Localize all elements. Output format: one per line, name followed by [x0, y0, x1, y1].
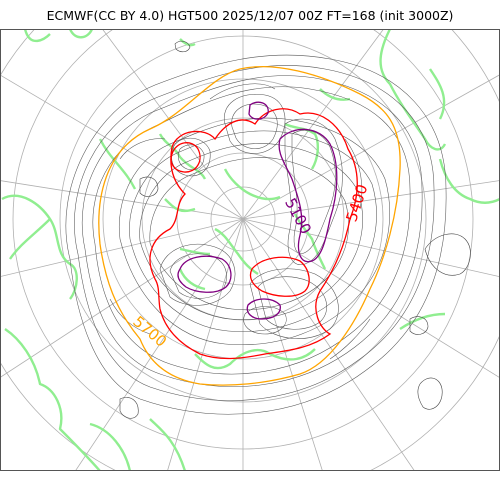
contour-5400: [149, 108, 358, 360]
contour-5400-lobe: [249, 256, 310, 297]
map-title: ECMWF(CC BY 4.0) HGT500 2025/12/07 00Z F…: [46, 8, 454, 23]
polar-stereographic-map: 5100 5400 5700: [0, 29, 500, 471]
contour-5400-inner: [170, 142, 201, 173]
contour-5100-d: [246, 298, 281, 320]
contour-label-5700: 5700: [129, 312, 170, 350]
contour-label-5400: 5400: [342, 182, 371, 224]
map-frame: 5100 5400 5700: [0, 29, 500, 471]
contour-5700: [98, 66, 401, 386]
coastlines: [1, 29, 500, 471]
contour-5100-b: [177, 255, 232, 293]
land-outlines: [119, 40, 471, 419]
contour-label-5100: 5100: [281, 195, 315, 237]
contour-5100-a: [278, 128, 338, 263]
contour-5100-c: [248, 101, 269, 120]
contour-labels: 5100 5400 5700: [129, 182, 371, 351]
